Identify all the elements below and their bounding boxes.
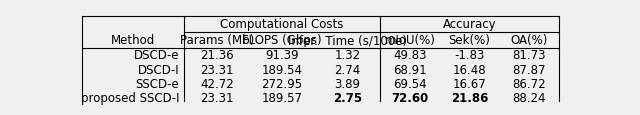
Text: DSCD-e: DSCD-e — [134, 49, 179, 62]
Text: Method: Method — [111, 34, 156, 47]
Text: Sek(%): Sek(%) — [449, 34, 490, 47]
Text: 87.87: 87.87 — [512, 63, 546, 76]
Text: 72.60: 72.60 — [391, 91, 428, 104]
Text: 23.31: 23.31 — [200, 91, 234, 104]
Text: mIoU(%): mIoU(%) — [385, 34, 435, 47]
Text: -1.83: -1.83 — [454, 49, 484, 62]
Text: Params (Mb): Params (Mb) — [180, 34, 254, 47]
Text: 49.83: 49.83 — [393, 49, 427, 62]
Text: 21.36: 21.36 — [200, 49, 234, 62]
Text: 88.24: 88.24 — [512, 91, 546, 104]
Text: 2.75: 2.75 — [333, 91, 362, 104]
Text: 42.72: 42.72 — [200, 77, 234, 90]
Text: 189.54: 189.54 — [262, 63, 303, 76]
Text: 81.73: 81.73 — [512, 49, 546, 62]
Text: Accuracy: Accuracy — [442, 18, 496, 31]
Text: 21.86: 21.86 — [451, 91, 488, 104]
Text: 3.89: 3.89 — [335, 77, 360, 90]
Text: 2.74: 2.74 — [334, 63, 360, 76]
Text: 23.31: 23.31 — [200, 63, 234, 76]
Text: 1.32: 1.32 — [334, 49, 360, 62]
Text: FLOPS (Gbps): FLOPS (Gbps) — [243, 34, 322, 47]
Text: SSCD-e: SSCD-e — [136, 77, 179, 90]
Text: 91.39: 91.39 — [266, 49, 299, 62]
Text: 86.72: 86.72 — [512, 77, 546, 90]
Text: 69.54: 69.54 — [393, 77, 427, 90]
Text: 16.67: 16.67 — [452, 77, 486, 90]
Text: 189.57: 189.57 — [262, 91, 303, 104]
Text: OA(%): OA(%) — [510, 34, 548, 47]
Text: DSCD-I: DSCD-I — [138, 63, 179, 76]
Text: 16.48: 16.48 — [452, 63, 486, 76]
Text: Computational Costs: Computational Costs — [220, 18, 344, 31]
Text: 68.91: 68.91 — [393, 63, 427, 76]
Text: 272.95: 272.95 — [262, 77, 303, 90]
Text: proposed SSCD-I: proposed SSCD-I — [81, 91, 179, 104]
Text: Infer.  Time (s/100e): Infer. Time (s/100e) — [288, 34, 407, 47]
